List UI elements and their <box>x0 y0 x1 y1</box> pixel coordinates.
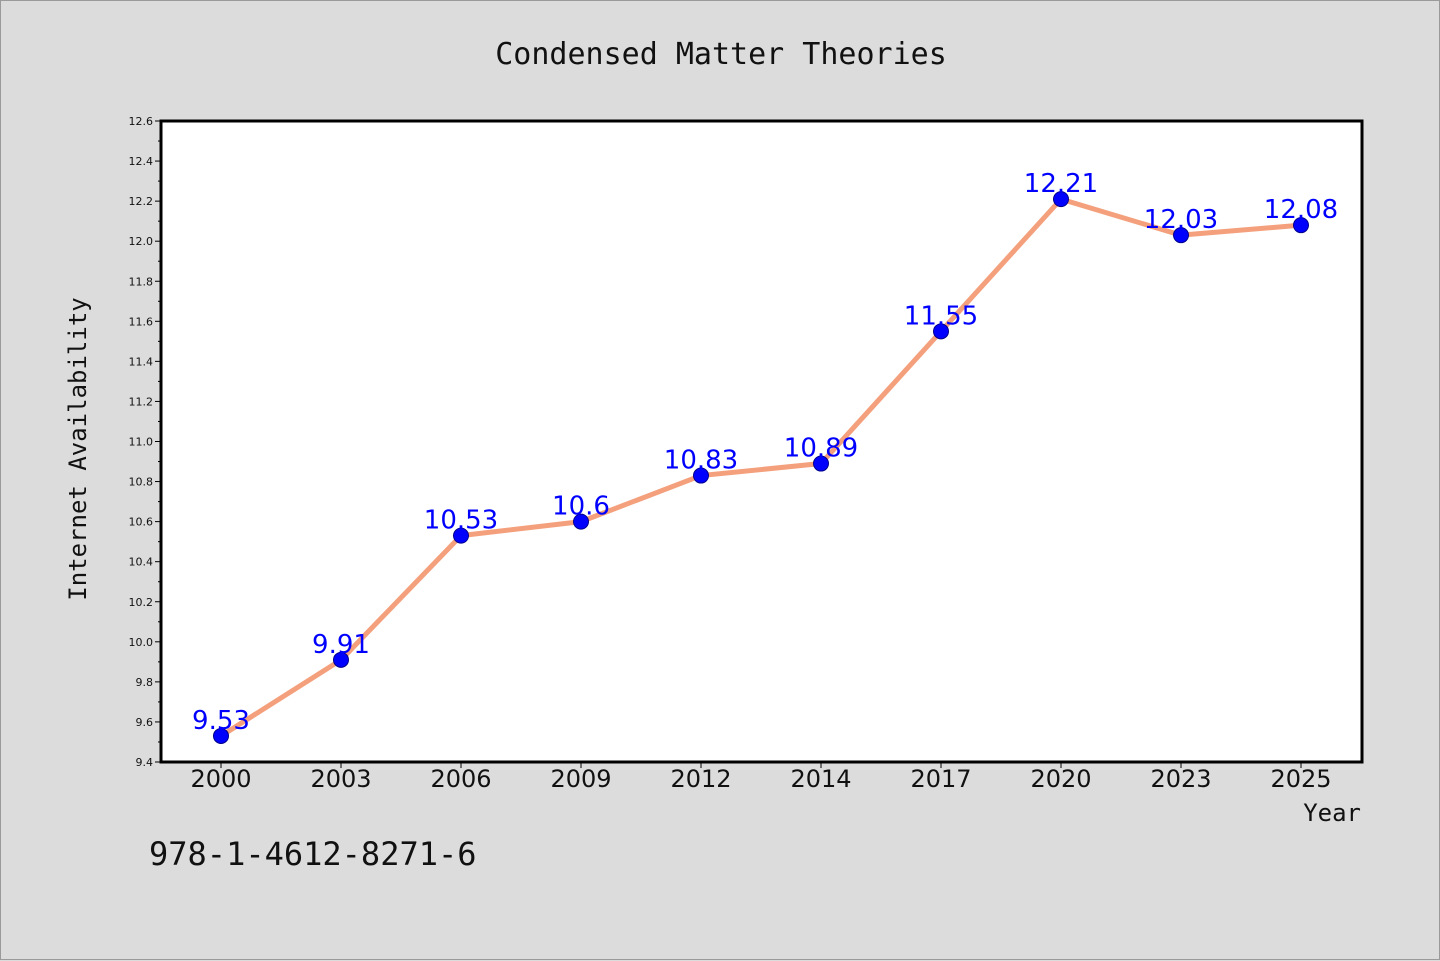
data-point <box>333 651 349 668</box>
y-tick-label: 10.4 <box>129 556 154 569</box>
data-point <box>213 727 229 744</box>
y-tick-label: 11.4 <box>129 355 154 368</box>
footnote: 978-1-4612-8271-6 <box>149 835 477 873</box>
data-point <box>1173 227 1189 244</box>
data-point <box>453 527 469 544</box>
y-tick-label: 11.2 <box>129 395 154 408</box>
data-point <box>1293 217 1309 234</box>
data-point <box>933 323 949 340</box>
data-label: 11.55 <box>904 301 978 331</box>
chart-title: Condensed Matter Theories <box>495 37 947 72</box>
y-tick-label: 11.0 <box>129 436 154 449</box>
x-tick-label: 2014 <box>790 765 851 793</box>
y-axis-label: Internet Availability <box>64 297 92 600</box>
data-label: 9.53 <box>192 706 250 736</box>
series-line <box>218 196 1304 739</box>
data-label: 12.21 <box>1024 169 1098 199</box>
y-tick-label: 12.4 <box>129 155 154 168</box>
data-label: 12.08 <box>1264 195 1338 225</box>
y-tick-label: 10.2 <box>129 596 154 609</box>
data-point <box>1053 191 1069 208</box>
x-tick-label: 2009 <box>550 765 611 793</box>
x-tick-label: 2012 <box>670 765 731 793</box>
data-label: 10.6 <box>552 492 610 522</box>
data-point <box>813 455 829 472</box>
data-label: 10.53 <box>424 506 498 536</box>
x-tick-label: 2000 <box>190 765 251 793</box>
data-label: 10.83 <box>664 446 738 476</box>
y-tick-label: 12.6 <box>129 115 154 128</box>
y-tick-label: 11.8 <box>129 275 154 288</box>
x-tick-label: 2023 <box>1150 765 1211 793</box>
y-axis: 9.4 9.6 9.8 10.0 10.2 10.4 10.6 10.8 11.0 11.2 11.… <box>129 115 161 769</box>
x-axis-label: Year <box>1303 799 1361 827</box>
y-tick-label: 12.0 <box>129 235 154 248</box>
y-tick-label: 9.6 <box>136 716 154 729</box>
y-tick-label: 10.6 <box>129 516 154 529</box>
x-tick-label: 2025 <box>1270 765 1331 793</box>
y-tick-label: 10.8 <box>129 476 154 489</box>
data-label: 12.03 <box>1144 205 1218 235</box>
data-point <box>693 467 709 484</box>
y-tick-label: 11.6 <box>129 315 154 328</box>
x-tick-label: 2020 <box>1030 765 1091 793</box>
data-label: 10.89 <box>784 434 858 464</box>
x-axis: 2000 2003 2006 2009 2012 2014 2017 2020 2023 2025 <box>190 762 1332 793</box>
y-tick-label: 12.2 <box>129 195 154 208</box>
y-tick-label: 9.8 <box>136 676 154 689</box>
y-tick-label: 9.4 <box>136 756 154 769</box>
data-label: 9.91 <box>312 630 370 660</box>
x-tick-label: 2006 <box>430 765 491 793</box>
y-tick-label: 10.0 <box>129 636 154 649</box>
x-tick-label: 2003 <box>310 765 371 793</box>
series-group: 9.53 9.91 10.53 10.6 10.83 10.89 11.55 12.21 12.… <box>192 169 1338 744</box>
x-tick-label: 2017 <box>910 765 971 793</box>
data-point <box>573 513 589 530</box>
